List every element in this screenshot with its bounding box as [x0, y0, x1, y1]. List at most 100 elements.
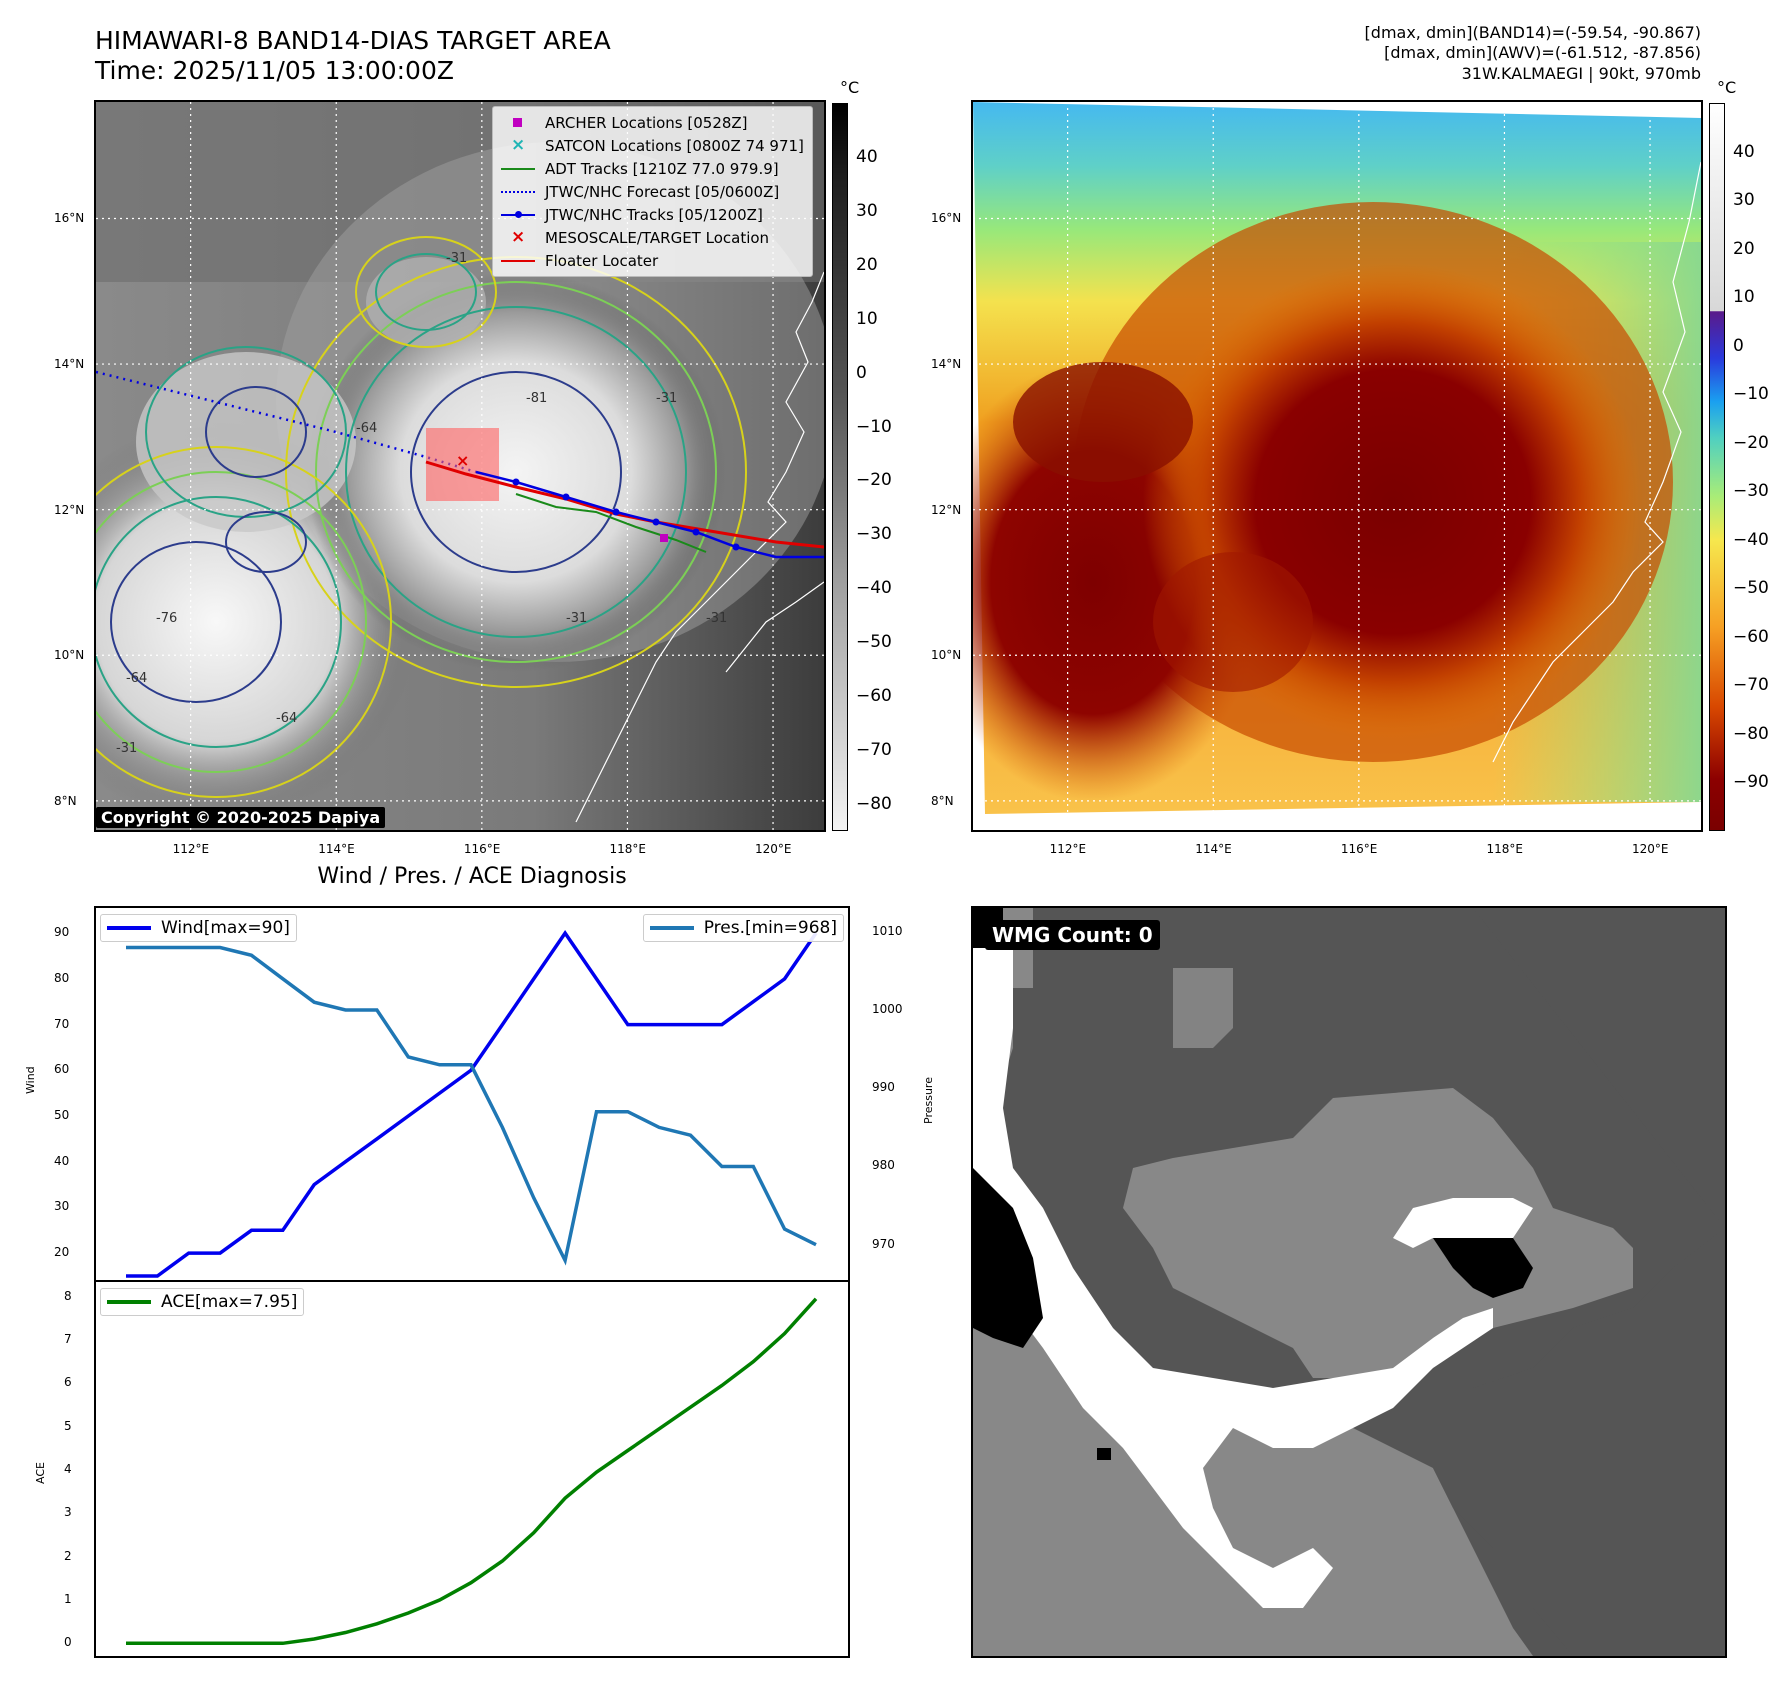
- pressure-y-tick: 990: [872, 1080, 895, 1095]
- ace-y-tick: 2: [64, 1548, 72, 1563]
- ace-y-tick: 7: [64, 1332, 72, 1346]
- legend-item: × SATCON Locations [0800Z 74 971]: [501, 134, 804, 157]
- wind-pressure-chart: Wind[max=90] Pres.[min=968]: [88, 906, 850, 1282]
- wind-y-tick: 60: [54, 1062, 70, 1077]
- colorbar-awv-tick: −20: [1733, 432, 1769, 453]
- ir-lat-tick: 12°N: [54, 502, 85, 517]
- colorbar-ir-tick: 30: [856, 200, 878, 221]
- legend-marker: [501, 186, 535, 198]
- wind-legend-label: Wind[max=90]: [161, 918, 290, 938]
- awv-lat-tick: 12°N: [931, 502, 962, 517]
- wind-legend: Wind[max=90]: [100, 914, 297, 942]
- page-title: HIMAWARI-8 BAND14-DIAS TARGET AREA: [95, 26, 611, 55]
- colorbar-ir-tick: 40: [856, 146, 878, 167]
- awv-map-svg: [973, 102, 1701, 830]
- contour-label: -64: [126, 671, 147, 686]
- legend-label: SATCON Locations [0800Z 74 971]: [545, 136, 804, 155]
- legend-marker: [501, 255, 535, 267]
- legend-label: JTWC/NHC Forecast [05/0600Z]: [545, 182, 780, 201]
- copyright-label: Copyright © 2020-2025 Dapiya: [96, 807, 386, 828]
- legend-marker: ×: [511, 134, 526, 155]
- ir-lat-tick: 8°N: [54, 793, 77, 808]
- colorbar-awv-tick: −40: [1733, 529, 1769, 550]
- ace-y-tick: 5: [64, 1418, 72, 1433]
- awv-lat-tick: 10°N: [931, 648, 962, 663]
- awv-lon-tick: 118°E: [1486, 842, 1523, 856]
- colorbar-ir: [832, 103, 848, 831]
- pressure-axis-label: Pressure: [922, 1077, 935, 1124]
- awv-lon-tick: 112°E: [1049, 842, 1087, 856]
- colorbar-awv-tick: −80: [1733, 723, 1769, 744]
- map-legend: ARCHER Locations [0528Z] × SATCON Location…: [492, 106, 813, 277]
- legend-marker: [501, 117, 535, 129]
- contour-label: -31: [656, 391, 677, 406]
- colorbar-awv-tick: 10: [1733, 287, 1755, 308]
- ace-axis-label: ACE: [34, 1462, 47, 1484]
- awv-lon-tick: 120°E: [1632, 842, 1669, 856]
- legend-label: Floater Locater: [545, 251, 659, 270]
- pressure-legend: Pres.[min=968]: [642, 914, 844, 942]
- awv-lat-tick: 8°N: [931, 793, 954, 808]
- contour-label: -64: [276, 711, 297, 726]
- wind-y-tick: 30: [54, 1199, 70, 1214]
- colorbar-ir-tick: −10: [856, 416, 892, 437]
- wind-pressure-svg: [88, 906, 850, 1282]
- ir-lon-tick: 116°E: [463, 842, 501, 856]
- contour-label: -81: [526, 391, 547, 406]
- page-subtitle-time: Time: 2025/11/05 13:00:00Z: [95, 56, 454, 85]
- wind-y-tick: 80: [54, 970, 70, 985]
- ace-chart: ACE[max=7.95]: [94, 1280, 850, 1658]
- ir-map-panel: × -81 -31 -76 -64 -31 -64 -31 -31 -64 -31 Copyrig…: [94, 100, 826, 832]
- pressure-y-tick: 980: [872, 1158, 895, 1173]
- contour-label: -76: [156, 611, 177, 626]
- colorbar-awv-tick: −60: [1733, 626, 1769, 647]
- ir-lon-tick: 114°E: [318, 842, 355, 856]
- pressure-legend-label: Pres.[min=968]: [703, 918, 837, 938]
- wmg-panel: WMG Count: 0: [971, 906, 1727, 1658]
- colorbar-ir-tick: −80: [856, 794, 892, 815]
- awv-gridlines: [973, 102, 1701, 830]
- legend-marker: ×: [511, 226, 526, 247]
- pressure-legend-line: [649, 926, 694, 930]
- info-awv: [dmax, dmin](AWV)=(-61.512, -87.856): [1384, 43, 1701, 62]
- colorbar-ir-tick: 20: [856, 254, 878, 275]
- legend-label: ADT Tracks [1210Z 77.0 979.9]: [545, 159, 779, 178]
- colorbar-awv-tick: −30: [1733, 481, 1769, 502]
- legend-item: × MESOSCALE/TARGET Location: [501, 226, 804, 249]
- wind-y-tick: 70: [54, 1016, 70, 1031]
- ir-lon-tick: 118°E: [609, 842, 646, 856]
- colorbar-awv-unit: °C: [1717, 78, 1737, 97]
- ace-legend: ACE[max=7.95]: [100, 1288, 305, 1316]
- colorbar-awv-tick: −10: [1733, 384, 1769, 405]
- ace-legend-label: ACE[max=7.95]: [161, 1292, 298, 1312]
- colorbar-ir-tick: −70: [856, 740, 892, 761]
- diagnosis-title: Wind / Pres. / ACE Diagnosis: [317, 864, 627, 889]
- colorbar-awv-tick: 40: [1733, 141, 1755, 162]
- ace-y-tick: 0: [64, 1635, 72, 1650]
- pressure-y-tick: 970: [872, 1236, 895, 1251]
- info-band14: [dmax, dmin](BAND14)=(-59.54, -90.867): [1364, 23, 1701, 42]
- awv-map-panel: [971, 100, 1703, 832]
- contour-label: -31: [116, 741, 137, 756]
- ace-legend-line: [107, 1300, 151, 1304]
- contour-label: -31: [706, 611, 727, 626]
- contour-label: -31: [566, 611, 587, 626]
- wmg-svg: [973, 908, 1725, 1656]
- colorbar-ir-tick: 10: [856, 308, 878, 329]
- awv-lat-tick: 16°N: [931, 211, 962, 226]
- colorbar-awv-tick: −70: [1733, 675, 1769, 696]
- wind-y-tick: 90: [54, 925, 70, 940]
- wind-axis-label: Wind: [24, 1066, 37, 1094]
- ace-y-tick: 1: [64, 1592, 72, 1606]
- ace-y-tick: 3: [64, 1505, 72, 1520]
- colorbar-ir-tick: −20: [856, 470, 892, 491]
- legend-item: ARCHER Locations [0528Z]: [501, 111, 804, 134]
- legend-marker: [501, 163, 535, 175]
- wmg-count-label: WMG Count: 0: [985, 920, 1160, 950]
- svg-text:×: ×: [456, 451, 469, 470]
- pressure-series-line: [126, 945, 817, 1266]
- legend-label: JTWC/NHC Tracks [05/1200Z]: [545, 205, 763, 224]
- awv-lon-tick: 116°E: [1340, 842, 1378, 856]
- colorbar-ir-tick: −60: [856, 686, 892, 707]
- legend-marker: [501, 209, 535, 221]
